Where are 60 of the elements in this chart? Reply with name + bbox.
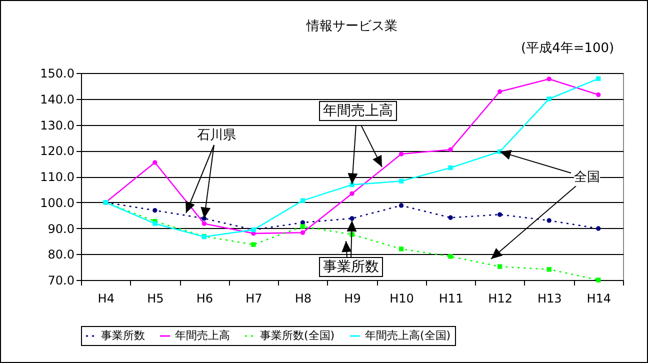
y-tick-label: 80.0 [48, 248, 74, 262]
legend-label: 年間売上高 [175, 329, 230, 342]
legend-label: 事業所数 [101, 329, 145, 342]
point [251, 242, 256, 247]
point [350, 182, 354, 188]
y-tick-label: 100.0 [40, 196, 74, 210]
point [546, 267, 552, 272]
text: (平成4年=100) [521, 41, 614, 57]
y-tick-label: 90.0 [48, 222, 74, 236]
x-tick-label: H6 [196, 292, 214, 306]
annotation: 事業所数 [319, 257, 383, 277]
point [398, 178, 404, 184]
point [497, 264, 502, 269]
point [300, 224, 306, 229]
point [546, 218, 552, 223]
point [448, 254, 453, 259]
point [300, 198, 306, 203]
x-tick-label: H13 [537, 292, 562, 306]
point [448, 147, 453, 152]
point [448, 215, 453, 220]
legend-label: 年間売上高(全国) [365, 329, 451, 342]
point [596, 278, 601, 282]
y-tick-label: 150.0 [40, 66, 74, 80]
x-tick-label: H4 [98, 292, 114, 306]
x-tick-label: H14 [586, 292, 612, 306]
point [596, 92, 601, 98]
point [398, 246, 404, 252]
x-tick-label: H9 [344, 292, 361, 306]
point [152, 208, 158, 213]
annotation: 全国 [574, 170, 600, 186]
y-tick-label: 130.0 [40, 118, 74, 132]
point [152, 160, 158, 165]
point [497, 212, 502, 217]
legend-label: 事業所数(全国) [260, 329, 335, 342]
point [300, 230, 306, 235]
point [596, 226, 601, 231]
point [350, 216, 354, 221]
point [596, 76, 601, 82]
x-tick-label: H11 [438, 292, 464, 306]
point [350, 191, 354, 196]
point [497, 89, 502, 94]
annotation: 石川県 [197, 128, 236, 144]
point [448, 165, 453, 170]
x-tick-label: H5 [147, 292, 164, 306]
point [546, 76, 552, 82]
point [398, 152, 404, 156]
x-tick-label: H12 [488, 292, 512, 306]
x-tick-label: H7 [246, 292, 262, 306]
point [152, 221, 158, 226]
chart-title: 情報サービス業 [306, 19, 398, 34]
y-tick-label: 70.0 [48, 274, 74, 288]
y-tick-label: 110.0 [40, 170, 74, 184]
annotation: 年間売上高 [319, 101, 397, 121]
y-tick-label: 120.0 [40, 144, 74, 158]
point [202, 221, 207, 226]
y-tick-label: 140.0 [40, 92, 74, 106]
point [398, 203, 404, 208]
point [546, 96, 552, 102]
x-tick-label: H10 [390, 292, 414, 306]
x-tick-label: H8 [294, 292, 312, 306]
